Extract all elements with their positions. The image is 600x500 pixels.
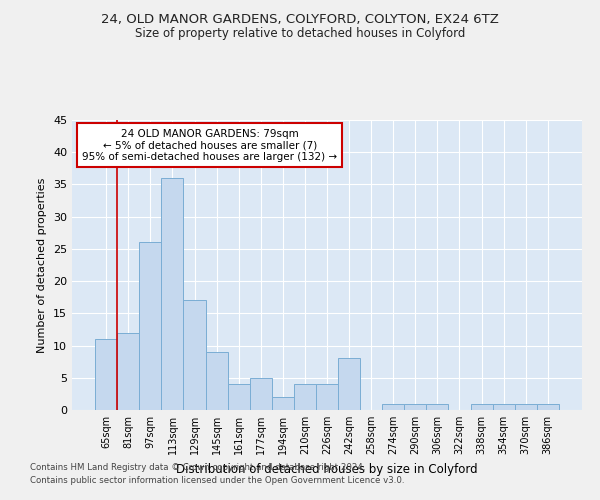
X-axis label: Distribution of detached houses by size in Colyford: Distribution of detached houses by size …	[176, 462, 478, 475]
Bar	[227, 384, 250, 410]
Bar	[537, 404, 559, 410]
Bar	[206, 352, 227, 410]
Bar	[139, 242, 161, 410]
Bar	[184, 300, 206, 410]
Bar	[316, 384, 338, 410]
Bar	[250, 378, 272, 410]
Bar	[338, 358, 360, 410]
Text: Size of property relative to detached houses in Colyford: Size of property relative to detached ho…	[135, 28, 465, 40]
Text: 24 OLD MANOR GARDENS: 79sqm
← 5% of detached houses are smaller (7)
95% of semi-: 24 OLD MANOR GARDENS: 79sqm ← 5% of deta…	[82, 128, 337, 162]
Bar	[117, 332, 139, 410]
Bar	[95, 339, 117, 410]
Bar	[272, 397, 294, 410]
Y-axis label: Number of detached properties: Number of detached properties	[37, 178, 47, 352]
Text: 24, OLD MANOR GARDENS, COLYFORD, COLYTON, EX24 6TZ: 24, OLD MANOR GARDENS, COLYFORD, COLYTON…	[101, 12, 499, 26]
Bar	[161, 178, 184, 410]
Bar	[382, 404, 404, 410]
Text: Contains public sector information licensed under the Open Government Licence v3: Contains public sector information licen…	[30, 476, 404, 485]
Bar	[427, 404, 448, 410]
Bar	[404, 404, 427, 410]
Bar	[294, 384, 316, 410]
Text: Contains HM Land Registry data © Crown copyright and database right 2024.: Contains HM Land Registry data © Crown c…	[30, 464, 365, 472]
Bar	[493, 404, 515, 410]
Bar	[470, 404, 493, 410]
Bar	[515, 404, 537, 410]
